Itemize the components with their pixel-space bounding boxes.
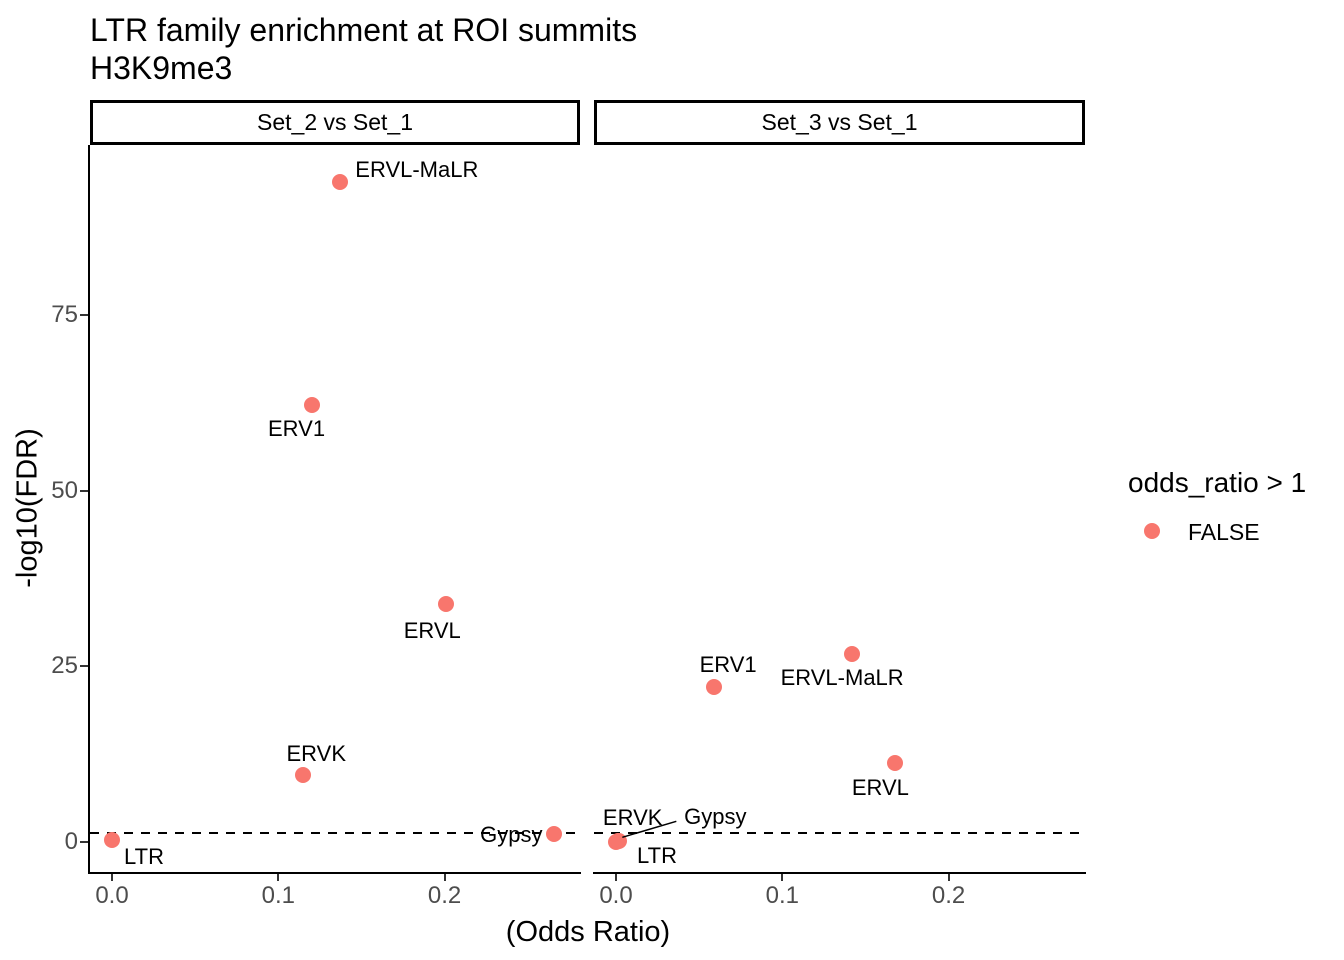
x-axis-tick bbox=[947, 874, 950, 881]
point-ervl-malr bbox=[844, 645, 861, 662]
legend-item-label: FALSE bbox=[1188, 519, 1260, 545]
x-tick-label: 0.2 bbox=[931, 882, 966, 909]
plot-subtitle: H3K9me3 bbox=[90, 50, 233, 86]
threshold-dashed-line bbox=[90, 831, 580, 834]
x-axis-title: (Odds Ratio) bbox=[505, 916, 671, 948]
point-label-gypsy: Gypsy bbox=[684, 804, 747, 830]
plot-title: LTR family enrichment at ROI summits bbox=[90, 12, 638, 48]
x-tick-label: 0.1 bbox=[261, 882, 295, 909]
x-tick-label: 0.0 bbox=[95, 882, 129, 909]
point-label-gypsy: Gypsy bbox=[480, 822, 543, 848]
point-label-ervk: ERVK bbox=[286, 740, 346, 766]
point-label-ervl-malr: ERVL-MaLR bbox=[355, 156, 479, 182]
threshold-dashed-line bbox=[594, 831, 1085, 834]
point-label-ervl: ERVL bbox=[851, 775, 909, 801]
x-axis-tick bbox=[111, 874, 113, 881]
y-tick-label: 75 bbox=[51, 300, 78, 328]
point-erv1 bbox=[706, 679, 723, 696]
y-axis-tick bbox=[80, 841, 88, 843]
point-erv1 bbox=[303, 397, 320, 414]
x-axis-line bbox=[89, 872, 581, 874]
point-ervl-malr bbox=[331, 173, 348, 190]
point-gypsy bbox=[611, 833, 628, 850]
x-tick-label: 0.2 bbox=[427, 882, 462, 909]
y-tick-label: 25 bbox=[51, 652, 78, 680]
x-tick-label: 0.0 bbox=[599, 882, 633, 909]
facet-strip-label: Set_3 vs Set_1 bbox=[761, 109, 918, 135]
x-axis-tick bbox=[781, 874, 784, 881]
point-ervk bbox=[295, 766, 312, 783]
point-label-erv1: ERV1 bbox=[699, 652, 757, 678]
point-gypsy bbox=[546, 826, 563, 843]
facet-strip-set2-vs-set1: Set_2 vs Set_1 bbox=[90, 100, 580, 145]
y-axis-tick bbox=[80, 665, 88, 668]
facet-strip-set3-vs-set1: Set_3 vs Set_1 bbox=[594, 100, 1085, 145]
point-label-ltr: LTR bbox=[637, 842, 677, 868]
x-axis-tick bbox=[443, 874, 446, 881]
legend-point-icon bbox=[1144, 523, 1160, 539]
x-tick-label: 0.1 bbox=[765, 882, 799, 909]
x-axis-tick bbox=[277, 874, 280, 881]
point-label-ervl: ERVL bbox=[403, 617, 461, 643]
x-axis-tick bbox=[615, 874, 617, 881]
point-label-ltr: LTR bbox=[124, 843, 164, 869]
x-axis-line bbox=[593, 872, 1086, 874]
y-axis-tick bbox=[80, 489, 88, 492]
point-ltr bbox=[104, 831, 120, 848]
legend-title: odds_ratio > 1 bbox=[1128, 467, 1307, 498]
y-tick-label: 0 bbox=[64, 828, 78, 855]
point-label-erv1: ERV1 bbox=[268, 416, 326, 442]
facet-strip-label: Set_2 vs Set_1 bbox=[257, 109, 413, 135]
point-ervl bbox=[887, 755, 904, 772]
y-axis-tick bbox=[80, 313, 88, 316]
y-axis-line bbox=[88, 145, 90, 874]
point-label-ervl-malr: ERVL-MaLR bbox=[780, 664, 904, 690]
y-tick-label: 50 bbox=[51, 476, 78, 504]
point-label-ervk: ERVK bbox=[602, 805, 663, 831]
y-axis-title: -log10(FDR) bbox=[11, 428, 44, 588]
point-ervl bbox=[438, 595, 455, 612]
